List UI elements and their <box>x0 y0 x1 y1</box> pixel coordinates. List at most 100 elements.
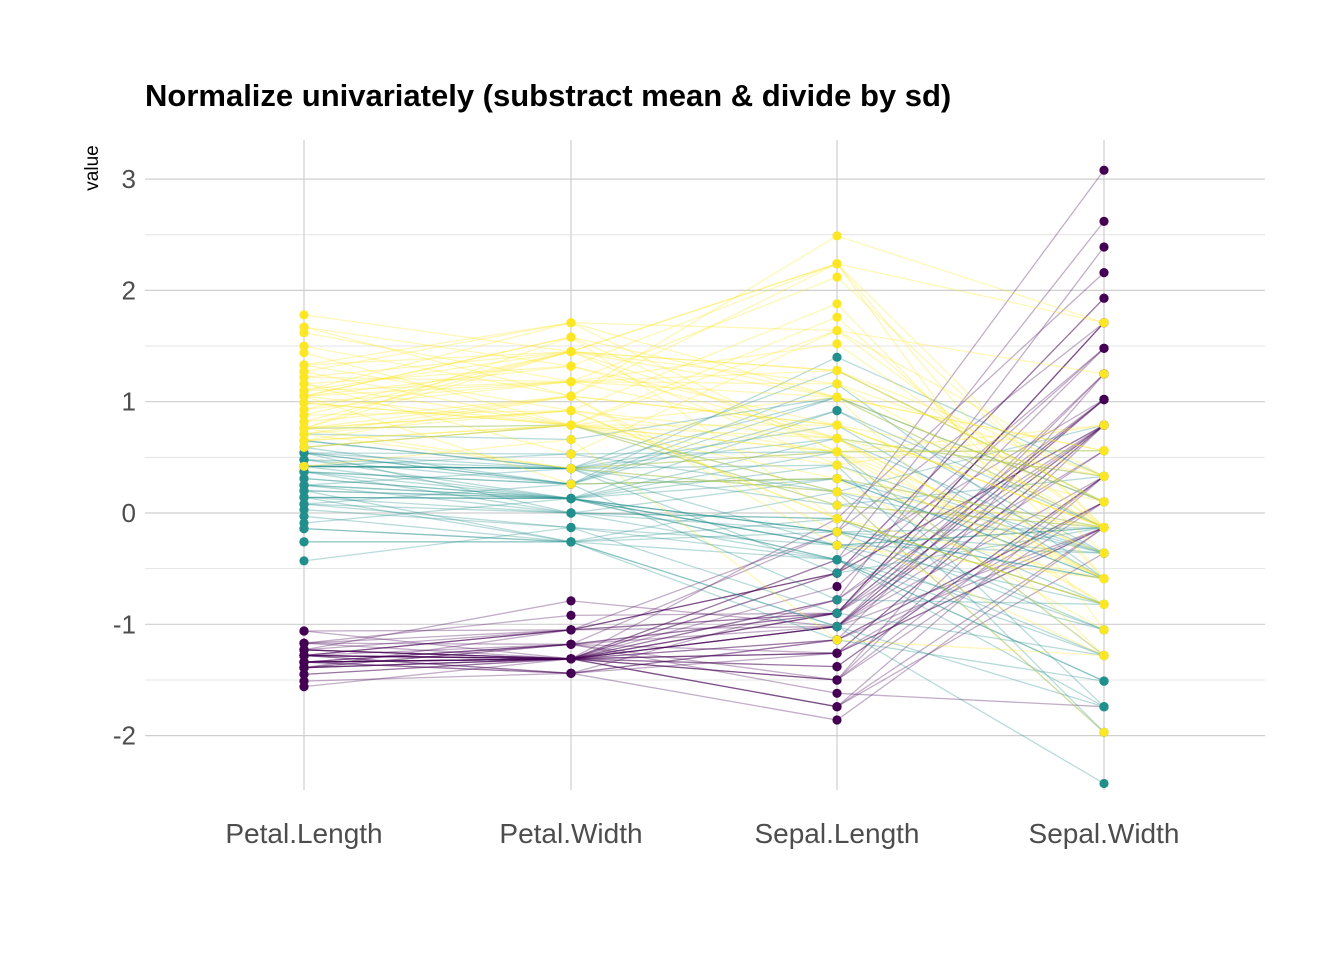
virginica-point <box>299 404 309 415</box>
setosa-line <box>303 501 1105 681</box>
versicolor-line <box>303 452 1105 554</box>
versicolor-point <box>566 508 576 518</box>
virginica-line <box>303 424 1105 580</box>
versicolor-line <box>303 484 1105 554</box>
virginica-point <box>299 423 309 433</box>
virginica-point <box>566 347 576 357</box>
versicolor-line <box>303 383 1105 580</box>
setosa-point <box>832 702 842 712</box>
versicolor-point <box>566 537 576 547</box>
virginica-line <box>303 303 1105 580</box>
versicolor-point <box>832 406 842 416</box>
virginica-line <box>303 316 1105 554</box>
virginica-line <box>303 322 1105 453</box>
virginica-point <box>1099 446 1109 456</box>
virginica-line <box>303 262 1105 631</box>
virginica-line <box>303 276 1105 528</box>
versicolor-line <box>303 484 1105 533</box>
minor-gridlines <box>145 234 1265 681</box>
versicolor-point <box>299 537 309 547</box>
virginica-point <box>832 514 842 524</box>
virginica-line <box>303 381 1105 452</box>
setosa-line <box>303 526 1105 721</box>
virginica-line <box>303 395 1105 580</box>
setosa-line <box>303 322 1105 657</box>
versicolor-point <box>832 608 842 618</box>
virginica-line <box>303 433 1105 733</box>
virginica-point <box>832 527 842 537</box>
setosa-line <box>303 643 1105 708</box>
versicolor-line <box>303 424 1105 605</box>
versicolor-point <box>1099 778 1109 789</box>
virginica-point <box>566 377 576 387</box>
virginica-point <box>832 339 842 349</box>
versicolor-line <box>303 515 1105 682</box>
versicolor-line <box>303 409 1105 529</box>
virginica-point <box>566 391 576 401</box>
versicolor-line <box>304 541 1105 708</box>
setosa-line <box>303 373 1105 688</box>
virginica-point <box>832 231 842 241</box>
virginica-line <box>303 350 1105 466</box>
setosa-point <box>566 625 576 635</box>
versicolor-line <box>303 491 1105 733</box>
setosa-line <box>303 501 1105 674</box>
setosa-point <box>566 639 576 649</box>
virginica-line <box>303 350 1105 503</box>
virginica-point <box>1099 599 1109 609</box>
virginica-point <box>299 322 309 332</box>
versicolor-line <box>303 465 1105 554</box>
setosa-line <box>303 475 1105 676</box>
y-axis-ticks: -2 -1 0 1 2 3 <box>113 164 136 750</box>
setosa-line <box>303 424 1105 651</box>
versicolor-line <box>303 490 1105 546</box>
virginica-point <box>566 449 576 459</box>
versicolor-line <box>303 496 1105 631</box>
virginica-point <box>299 417 309 427</box>
virginica-line <box>303 343 1105 529</box>
versicolor-point <box>299 524 309 534</box>
virginica-point <box>299 379 309 389</box>
virginica-line <box>303 424 1105 529</box>
virginica-point <box>832 635 842 645</box>
setosa-point <box>832 662 842 672</box>
versicolor-line <box>303 503 1105 605</box>
setosa-point <box>299 669 309 680</box>
versicolor-line <box>303 424 1105 493</box>
versicolor-point <box>299 499 309 509</box>
virginica-line <box>303 336 1105 503</box>
virginica-point <box>1099 625 1109 635</box>
virginica-point <box>299 461 309 471</box>
virginica-point <box>299 341 309 351</box>
virginica-point <box>832 272 842 282</box>
setosa-point <box>1099 293 1109 303</box>
virginica-line <box>303 262 1105 580</box>
setosa-point <box>1099 216 1109 226</box>
series-lines <box>303 169 1105 785</box>
setosa-line <box>303 347 1105 660</box>
virginica-line <box>303 235 1105 397</box>
virginica-line <box>303 322 1105 375</box>
setosa-line <box>303 475 1105 668</box>
virginica-line <box>303 322 1105 452</box>
setosa-line <box>303 552 1105 708</box>
versicolor-point <box>832 595 842 605</box>
virginica-line <box>303 350 1105 477</box>
y-tick-label: -1 <box>113 609 136 639</box>
setosa-line <box>303 424 1105 660</box>
setosa-line <box>303 272 1105 676</box>
versicolor-point <box>566 493 576 504</box>
setosa-line <box>303 399 1105 651</box>
virginica-line <box>303 350 1105 477</box>
setosa-line <box>303 297 1105 669</box>
setosa-line <box>303 424 1105 660</box>
versicolor-line <box>303 396 1105 529</box>
x-axis-ticks: Petal.Length Petal.Width Sepal.Length Sepal… <box>225 818 1179 849</box>
virginica-line <box>303 381 1105 580</box>
setosa-point <box>299 638 309 648</box>
virginica-point <box>566 420 576 430</box>
virginica-line <box>303 329 1105 529</box>
versicolor-line <box>303 527 1105 785</box>
setosa-point <box>1099 343 1109 353</box>
